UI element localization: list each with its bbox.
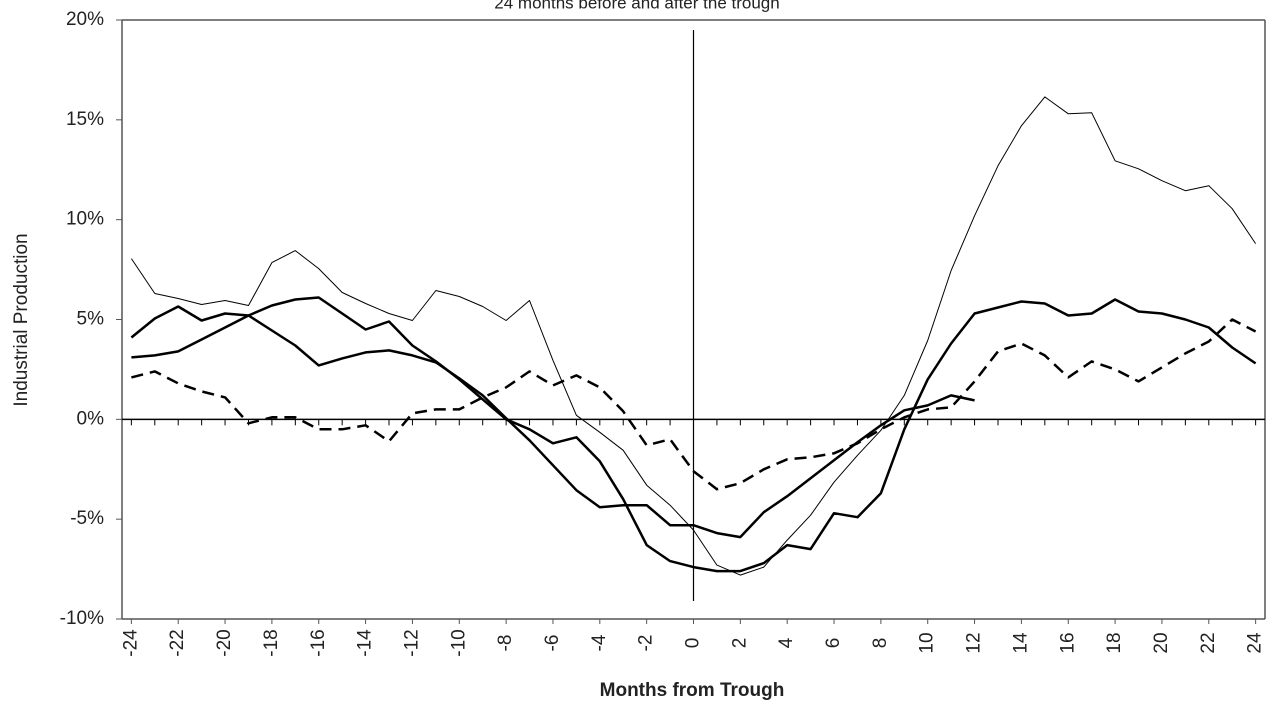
series-line <box>130 305 975 539</box>
x-tick-label: 4 <box>776 637 797 648</box>
y-tick-label: 20% <box>66 9 104 30</box>
x-tick-label: 0 <box>683 638 704 649</box>
x-tick-label: -16 <box>308 629 329 656</box>
x-tick-label: 10 <box>917 632 938 653</box>
x-tick-label: 18 <box>1104 632 1125 653</box>
y-tick-label: -10% <box>60 608 104 629</box>
x-tick-label: -24 <box>120 629 141 657</box>
x-tick-label: 24 <box>1245 632 1266 654</box>
x-tick-label: -20 <box>214 629 235 656</box>
y-tick-label: -5% <box>70 508 104 529</box>
series-line <box>130 96 1257 576</box>
x-tick-label: 2 <box>729 638 750 649</box>
x-tick-label: 6 <box>823 638 844 649</box>
y-tick-label: 5% <box>77 309 105 330</box>
x-tick-label: -10 <box>448 629 469 656</box>
y-tick-label: 0% <box>77 408 105 429</box>
x-tick-label: 12 <box>964 632 985 653</box>
x-tick-label: -2 <box>636 635 657 652</box>
x-tick-label: 8 <box>870 638 891 649</box>
chart-subtitle: 24 months before and after the trough <box>494 0 779 12</box>
series-line <box>131 318 1257 491</box>
x-tick-label: -18 <box>261 629 282 656</box>
y-tick-label: 15% <box>66 109 104 130</box>
y-axis-label: Industrial Production <box>11 233 32 406</box>
x-tick-label: -22 <box>167 629 188 656</box>
series-line <box>131 296 1257 573</box>
x-tick-label: -6 <box>542 635 563 652</box>
x-tick-label: -8 <box>495 635 516 652</box>
x-axis-label: Months from Trough <box>600 680 785 701</box>
x-tick-label: 16 <box>1057 632 1078 653</box>
x-tick-label: -14 <box>355 629 376 657</box>
x-tick-label: -12 <box>401 629 422 656</box>
y-tick-label: 10% <box>66 209 104 230</box>
x-tick-label: 22 <box>1198 632 1219 653</box>
x-tick-label: -4 <box>589 634 610 651</box>
x-tick-label: 14 <box>1010 632 1031 654</box>
x-tick-label: 20 <box>1151 632 1172 653</box>
